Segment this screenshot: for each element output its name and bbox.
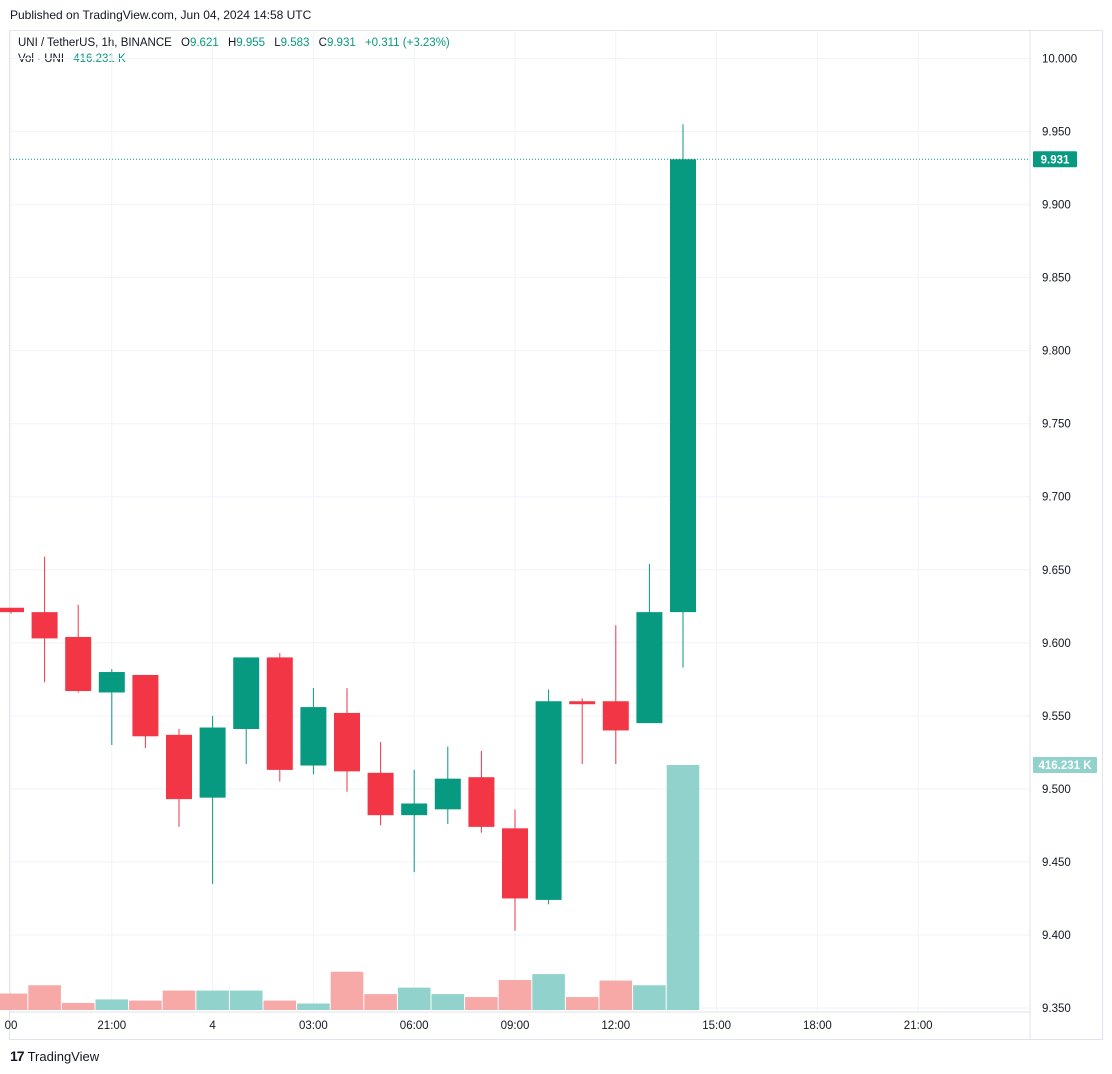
volume-bar — [28, 985, 61, 1010]
volume-bar — [196, 990, 229, 1010]
x-tick-label: 18:00 — [803, 1020, 832, 1032]
x-tick-label: 21:00 — [97, 1020, 126, 1032]
candle-body[interactable] — [132, 674, 159, 737]
y-tick-label: 9.850 — [1042, 273, 1071, 285]
candle-body[interactable] — [502, 828, 528, 899]
volume-bar — [431, 994, 465, 1010]
volume-bar — [263, 1000, 297, 1010]
candle-body[interactable] — [434, 778, 461, 810]
volume-bar — [364, 994, 397, 1010]
candle-body[interactable] — [602, 701, 629, 731]
volume-bar — [465, 997, 498, 1010]
candle-body[interactable] — [401, 803, 428, 816]
volume-bar — [61, 1002, 95, 1010]
volume-bar — [666, 765, 700, 1010]
x-tick-label: 09:00 — [501, 1020, 530, 1032]
candle-body[interactable] — [65, 636, 92, 692]
y-tick-label: 9.450 — [1042, 857, 1071, 869]
candle-body[interactable] — [98, 672, 125, 693]
symbol-label[interactable]: UNI / TetherUS, 1h, BINANCE — [18, 37, 172, 49]
last-volume-label: 416.231 K — [1038, 760, 1092, 772]
x-tick-label: 15:00 — [702, 1020, 731, 1032]
volume-bar — [498, 979, 532, 1010]
open-label: O — [181, 37, 190, 49]
high-label: H — [227, 37, 237, 49]
x-tick-label: 03:00 — [299, 1020, 328, 1032]
candle-body[interactable] — [233, 657, 260, 729]
volume-bar — [229, 990, 263, 1010]
x-tick-label: 4 — [209, 1020, 216, 1032]
published-caption: Published on TradingView.com, Jun 04, 20… — [10, 8, 312, 22]
y-tick-label: 9.900 — [1042, 200, 1071, 212]
x-tick-label: 12:00 — [601, 1020, 630, 1032]
candle-body[interactable] — [166, 734, 192, 800]
volume-bar — [599, 980, 633, 1010]
last-price-tag — [1033, 151, 1077, 168]
candle-body[interactable] — [300, 707, 327, 766]
candle-body[interactable] — [367, 772, 394, 816]
candle-body[interactable] — [636, 612, 663, 724]
candle-body[interactable] — [535, 701, 562, 900]
y-tick-label: 9.400 — [1042, 930, 1071, 942]
candle-body[interactable] — [31, 612, 58, 639]
candle-body[interactable] — [468, 777, 495, 827]
low-label: L — [274, 37, 281, 49]
volume-bar — [162, 990, 196, 1010]
volume-bar — [633, 985, 666, 1010]
volume-bar — [532, 974, 565, 1010]
y-tick-label: 9.350 — [1042, 1003, 1071, 1015]
footer-brand[interactable]: 17 TradingView — [10, 1048, 99, 1064]
footer-brand-label: TradingView — [27, 1048, 100, 1064]
y-tick-label: 9.800 — [1042, 346, 1071, 358]
candle-body[interactable] — [670, 159, 696, 613]
y-tick-label: 9.750 — [1042, 419, 1071, 431]
candle-body[interactable] — [199, 727, 226, 798]
high-value: 9.955 — [236, 37, 266, 49]
candle-body[interactable] — [569, 701, 596, 705]
volume-bar — [330, 971, 364, 1010]
chart-legend: UNI / TetherUS, 1h, BINANCE O9.621 H9.95… — [18, 35, 450, 67]
y-tick-label: 9.500 — [1042, 784, 1071, 796]
close-label: C — [318, 37, 327, 49]
tradingview-logo-icon: 17 — [10, 1048, 25, 1064]
close-value: 9.931 — [326, 37, 356, 49]
price-legend-row: UNI / TetherUS, 1h, BINANCE O9.621 H9.95… — [18, 35, 450, 51]
chart-frame — [9, 30, 1103, 1040]
x-tick-label: 21:00 — [904, 1020, 933, 1032]
x-tick-label: 06:00 — [400, 1020, 429, 1032]
last-price-label: 9.931 — [1041, 154, 1070, 166]
volume-bar — [397, 987, 431, 1010]
y-tick-label: 10.000 — [1042, 54, 1077, 66]
volume-bar — [129, 1000, 162, 1010]
y-tick-label: 9.700 — [1042, 492, 1071, 504]
low-value: 9.583 — [280, 37, 310, 49]
x-tick-label: 00 — [5, 1020, 18, 1032]
candle-body[interactable] — [266, 657, 293, 770]
last-volume-tag — [1033, 757, 1097, 773]
candle-body[interactable] — [0, 607, 24, 613]
y-tick-label: 9.600 — [1042, 638, 1071, 650]
volume-bar — [95, 999, 129, 1010]
open-value: 9.621 — [189, 37, 219, 49]
y-tick-label: 9.650 — [1042, 565, 1071, 577]
volume-bar — [0, 993, 28, 1010]
y-tick-label: 9.550 — [1042, 711, 1071, 723]
candle-body[interactable] — [334, 712, 360, 772]
volume-bar — [297, 1003, 330, 1010]
y-tick-label: 9.950 — [1042, 127, 1071, 139]
change-value: +0.311 (+3.23%) — [364, 37, 450, 49]
volume-bar — [565, 997, 599, 1010]
